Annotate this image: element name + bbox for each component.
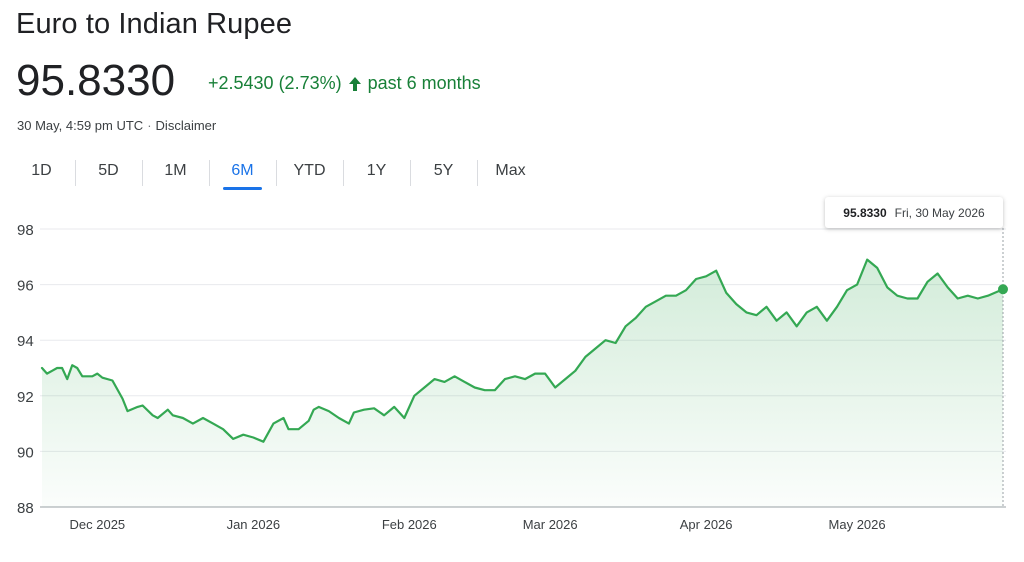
tab-6m[interactable]: 6M <box>209 157 276 190</box>
price-change: +2.5430 (2.73%) past 6 months <box>208 73 481 94</box>
price-line <box>40 258 1005 443</box>
tab-1d[interactable]: 1D <box>31 162 52 179</box>
y-tick-label: 88 <box>17 500 34 517</box>
timestamp-row: 30 May, 4:59 pm UTC · Disclaimer <box>17 118 216 133</box>
x-tick-label: Mar 2026 <box>523 517 578 532</box>
change-value: +2.5430 (2.73%) <box>208 73 342 93</box>
x-tick-label: Dec 2025 <box>70 517 126 532</box>
tab-max[interactable]: Max <box>477 157 544 189</box>
price-chart[interactable]: 88 90 92 94 96 98 Dec 2025 Jan 2026 Feb 2026 Mar … <box>0 195 1024 562</box>
tooltip-date: Fri, 30 May 2026 <box>894 205 985 220</box>
separator: · <box>147 118 152 133</box>
tab-1m[interactable]: 1M <box>142 157 209 189</box>
range-tabs: 1D 5D 1M 6M YTD 1Y 5Y Max <box>8 157 544 190</box>
tab-5d[interactable]: 5D <box>75 157 142 189</box>
tooltip-value: 95.8330 <box>843 205 887 220</box>
page-title: Euro to Indian Rupee <box>16 8 293 40</box>
hover-tooltip: 95.8330 Fri, 30 May 2026 <box>825 197 1003 228</box>
x-tick-label: Jan 2026 <box>227 517 281 532</box>
y-tick-label: 94 <box>17 333 34 350</box>
y-tick-label: 90 <box>17 444 34 461</box>
timestamp: 30 May, 4:59 pm UTC <box>17 118 144 133</box>
tab-5y[interactable]: 5Y <box>410 157 477 189</box>
tab-1y[interactable]: 1Y <box>343 157 410 189</box>
change-period: past 6 months <box>367 73 481 93</box>
x-tick-label: Feb 2026 <box>382 517 437 532</box>
x-tick-label: Apr 2026 <box>680 517 733 532</box>
area-fill <box>42 259 1003 507</box>
disclaimer-link[interactable]: Disclaimer <box>155 118 217 133</box>
x-tick-label: May 2026 <box>829 517 886 532</box>
y-tick-label: 98 <box>17 222 34 239</box>
current-point-marker <box>998 284 1008 295</box>
y-tick-label: 92 <box>17 389 34 406</box>
arrow-up-icon <box>348 76 361 91</box>
tab-ytd[interactable]: YTD <box>276 157 343 189</box>
y-tick-label: 96 <box>17 278 34 295</box>
current-price: 95.8330 <box>16 56 176 105</box>
